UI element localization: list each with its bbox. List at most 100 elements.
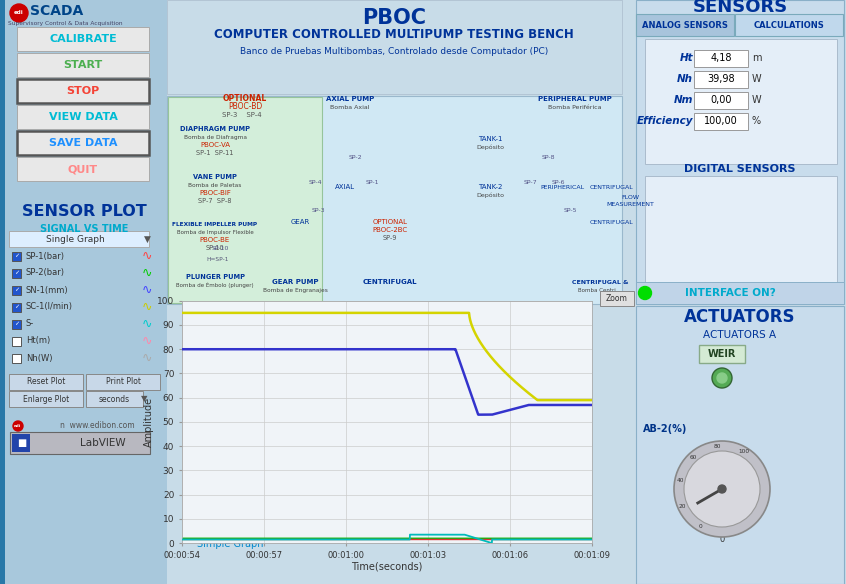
Text: SP-6: SP-6: [552, 180, 565, 185]
Text: Bomba Centri...: Bomba Centri...: [579, 288, 622, 293]
Text: ∿: ∿: [141, 283, 152, 297]
Text: 40: 40: [676, 478, 684, 482]
Text: AXIAL: AXIAL: [335, 184, 355, 190]
Bar: [636, 0, 844, 304]
Text: MEASUREMENT: MEASUREMENT: [606, 202, 654, 207]
Text: 100,00: 100,00: [704, 116, 738, 126]
Text: Nh(W): Nh(W): [26, 353, 52, 363]
FancyBboxPatch shape: [694, 92, 748, 109]
Text: SIGNAL VS TIME: SIGNAL VS TIME: [40, 224, 129, 234]
Text: PBOC-BE: PBOC-BE: [200, 237, 230, 243]
Text: m: m: [752, 53, 761, 63]
Text: SENSORS: SENSORS: [692, 0, 788, 16]
Text: ✓: ✓: [14, 322, 19, 326]
FancyBboxPatch shape: [17, 157, 149, 181]
FancyBboxPatch shape: [9, 231, 149, 247]
Circle shape: [13, 421, 23, 431]
Text: AXIAL PUMP: AXIAL PUMP: [326, 96, 374, 102]
Text: W: W: [752, 74, 761, 84]
Y-axis label: Amplitude: Amplitude: [144, 397, 154, 447]
Text: AB-2(%): AB-2(%): [643, 424, 687, 434]
FancyBboxPatch shape: [17, 131, 149, 155]
FancyBboxPatch shape: [694, 113, 748, 130]
Text: ANALOG SENSORS: ANALOG SENSORS: [642, 20, 728, 30]
Text: SP-2: SP-2: [349, 155, 362, 160]
Text: GEAR: GEAR: [290, 219, 310, 225]
Text: ∿: ∿: [141, 335, 152, 347]
Text: PBOC-2BC: PBOC-2BC: [372, 227, 408, 233]
Circle shape: [674, 441, 770, 537]
Text: CENTRIFUGAL: CENTRIFUGAL: [591, 220, 634, 225]
Text: ∿: ∿: [141, 249, 152, 262]
FancyBboxPatch shape: [86, 374, 160, 390]
Bar: [0, 0, 167, 584]
Bar: [12, 354, 21, 363]
Text: OPTIONAL: OPTIONAL: [222, 94, 267, 103]
Text: edi: edi: [14, 11, 24, 16]
Text: Nm: Nm: [673, 95, 693, 105]
Text: edi: edi: [14, 424, 22, 428]
Bar: [12, 337, 21, 346]
Text: Bomba de Émbolo (plunger): Bomba de Émbolo (plunger): [176, 282, 254, 288]
Text: SP-7: SP-7: [523, 180, 537, 185]
Text: Supervisory Control & Data Acquisition: Supervisory Control & Data Acquisition: [8, 22, 123, 26]
Text: ∿: ∿: [141, 301, 152, 314]
Text: PBOC-BD: PBOC-BD: [228, 102, 262, 111]
Text: QUIT: QUIT: [68, 164, 98, 174]
Text: DIAPHRAGM PUMP: DIAPHRAGM PUMP: [180, 126, 250, 132]
Text: Bomba de Engranajes: Bomba de Engranajes: [262, 288, 327, 293]
Text: STOP: STOP: [66, 86, 100, 96]
Text: FLOW: FLOW: [621, 195, 639, 200]
Text: 4,18: 4,18: [711, 53, 732, 63]
Bar: [12, 320, 21, 329]
Text: SP-8: SP-8: [541, 155, 555, 160]
Text: 60: 60: [689, 454, 697, 460]
Text: SP-10: SP-10: [206, 245, 224, 251]
Text: Single Graph: Single Graph: [46, 235, 104, 244]
Text: PBOC-BIF: PBOC-BIF: [199, 190, 231, 196]
Circle shape: [712, 368, 732, 388]
FancyBboxPatch shape: [694, 71, 748, 88]
FancyBboxPatch shape: [735, 14, 843, 36]
Bar: [12, 303, 21, 312]
Text: Bomba de Impulsor Flexible: Bomba de Impulsor Flexible: [177, 230, 253, 235]
Circle shape: [717, 373, 727, 383]
Text: CENTRIFUGAL &: CENTRIFUGAL &: [572, 280, 629, 285]
Text: SCADA: SCADA: [30, 4, 83, 18]
FancyBboxPatch shape: [17, 27, 149, 51]
Text: 0: 0: [699, 524, 702, 529]
Text: 39,98: 39,98: [707, 74, 735, 84]
Bar: [12, 286, 21, 295]
Text: Ht: Ht: [679, 53, 693, 63]
Text: 100: 100: [738, 449, 749, 454]
Text: LabVIEW: LabVIEW: [80, 438, 125, 448]
Text: SP-4: SP-4: [308, 180, 321, 185]
Text: SP-1  SP-11: SP-1 SP-11: [196, 150, 233, 156]
Text: PERIPHERICAL: PERIPHERICAL: [540, 185, 584, 190]
FancyBboxPatch shape: [694, 50, 748, 67]
Text: SN-1(mm): SN-1(mm): [26, 286, 69, 294]
Bar: [636, 282, 844, 304]
Text: 20: 20: [679, 504, 686, 509]
Text: SIGNAL VS SIGNAL: SIGNAL VS SIGNAL: [336, 307, 453, 317]
Bar: [645, 39, 837, 164]
Text: Bomba de Paletas: Bomba de Paletas: [189, 183, 242, 188]
Text: Zoom: Zoom: [606, 294, 628, 303]
Bar: [167, 0, 622, 94]
Text: SP-5: SP-5: [563, 208, 577, 213]
Text: ∿: ∿: [141, 318, 152, 331]
Text: ■: ■: [18, 438, 26, 448]
FancyBboxPatch shape: [699, 345, 745, 363]
Text: %: %: [752, 116, 761, 126]
Text: Simple Graph: Simple Graph: [197, 539, 263, 549]
Text: seconds: seconds: [98, 395, 129, 404]
Text: TANK-1: TANK-1: [478, 136, 503, 142]
Text: CALCULATIONS: CALCULATIONS: [754, 20, 824, 30]
Circle shape: [10, 4, 28, 22]
Text: H=SP-1: H=SP-1: [206, 257, 229, 262]
Text: SP-1(bar): SP-1(bar): [26, 252, 65, 260]
Text: Banco de Pruebas Multibombas, Controlado desde Computador (PC): Banco de Pruebas Multibombas, Controlado…: [240, 47, 548, 55]
Text: ▼: ▼: [140, 395, 147, 404]
Bar: [12, 434, 30, 452]
Text: SP-2(bar): SP-2(bar): [26, 269, 65, 277]
